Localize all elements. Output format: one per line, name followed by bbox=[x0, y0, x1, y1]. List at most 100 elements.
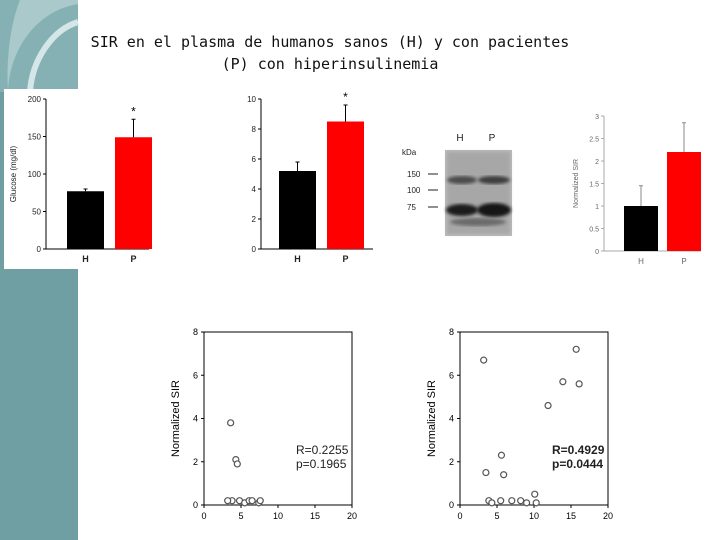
data-point bbox=[488, 499, 496, 507]
blot-band bbox=[450, 218, 506, 226]
y-tick-label: 2.5 bbox=[589, 137, 599, 144]
data-point bbox=[531, 490, 539, 498]
blot-band bbox=[447, 176, 477, 184]
x-tick-label: 5 bbox=[238, 511, 243, 521]
x-tick-label: 0 bbox=[457, 511, 462, 521]
data-point bbox=[575, 380, 583, 388]
x-tick-label: 0 bbox=[201, 511, 206, 521]
bar-h bbox=[279, 171, 316, 249]
data-point bbox=[559, 378, 567, 386]
data-point bbox=[224, 497, 232, 505]
data-point bbox=[248, 497, 256, 505]
x-tick-label-h: H bbox=[638, 257, 644, 266]
marker-label: 150 bbox=[407, 170, 421, 179]
y-tick-label: 8 bbox=[193, 327, 198, 337]
x-tick-label-p: P bbox=[681, 257, 686, 266]
scatter-plot-right: 0 5 10 15 20 0 2 4 6 8 Normalized SIR R=0.4929 p=0.0… bbox=[414, 322, 624, 534]
decorative-swirl-light bbox=[27, 19, 80, 93]
y-tick-label: 6 bbox=[449, 370, 454, 380]
y-tick-label: 0 bbox=[193, 500, 198, 510]
y-axis-label: Normalized SIR bbox=[170, 380, 182, 457]
x-tick-label: 15 bbox=[310, 511, 320, 521]
marker-label: 75 bbox=[407, 203, 416, 212]
insulin-bar-chart: 0246810Insulin (µU/l)HP* bbox=[227, 89, 378, 269]
x-tick-label: 10 bbox=[273, 511, 283, 521]
y-tick-label: 4 bbox=[449, 414, 454, 424]
y-tick-label: 4 bbox=[193, 414, 198, 424]
x-tick-label-p: P bbox=[130, 254, 136, 264]
y-tick-label: 50 bbox=[32, 208, 41, 217]
y-tick-label: 6 bbox=[193, 370, 198, 380]
y-axis-label: Normalized SIR bbox=[573, 159, 580, 208]
glucose-bar-chart: 0 50 100 150 200 Glucose (mg/dl) H P * bbox=[4, 89, 154, 269]
x-tick-label-h: H bbox=[294, 254, 301, 264]
slide-title-line-1: SIR en el plasma de humanos sanos (H) y … bbox=[90, 33, 570, 51]
x-tick-label: 10 bbox=[529, 511, 539, 521]
marker-unit-label: kDa bbox=[402, 148, 417, 157]
blot-band bbox=[446, 204, 478, 216]
y-tick-label: 1.5 bbox=[589, 182, 599, 189]
y-tick-label: 8 bbox=[252, 125, 257, 134]
y-tick-label: 2 bbox=[449, 457, 454, 467]
data-point bbox=[497, 497, 505, 505]
data-point bbox=[508, 497, 516, 505]
y-tick-label: 150 bbox=[28, 133, 42, 142]
slide-title-line-2: (P) con hiperinsulinemia bbox=[221, 55, 439, 73]
y-tick-label: 200 bbox=[28, 95, 42, 104]
bar-p bbox=[327, 121, 364, 249]
y-tick-label: 2 bbox=[252, 215, 257, 224]
data-point bbox=[256, 497, 264, 505]
data-point bbox=[500, 471, 508, 479]
scatter-plot-left: 0 5 10 15 20 0 2 4 6 8 Normalized SIR R=0.2255 p=0.1… bbox=[158, 322, 368, 534]
y-tick-label: 2 bbox=[193, 457, 198, 467]
data-point bbox=[233, 460, 241, 468]
y-axis-label: Glucose (mg/dl) bbox=[9, 145, 18, 202]
correlation-p-label: p=0.0444 bbox=[552, 457, 603, 471]
y-tick-label: 100 bbox=[28, 170, 42, 179]
x-tick-label: 20 bbox=[603, 511, 613, 521]
blot-band bbox=[477, 203, 511, 217]
x-tick-label: 20 bbox=[347, 511, 357, 521]
x-tick-label: 15 bbox=[566, 511, 576, 521]
y-tick-label: 3 bbox=[595, 114, 599, 121]
x-tick-label: 5 bbox=[494, 511, 499, 521]
correlation-r-label: R=0.4929 bbox=[552, 443, 605, 457]
blot-band bbox=[478, 176, 510, 184]
y-tick-label: 6 bbox=[252, 155, 257, 164]
marker-label: 100 bbox=[407, 186, 421, 195]
data-point bbox=[497, 451, 506, 459]
data-point bbox=[482, 468, 490, 477]
y-tick-label: 4 bbox=[252, 185, 257, 194]
bar-p bbox=[667, 152, 701, 251]
correlation-r-label: R=0.2255 bbox=[296, 443, 349, 457]
y-tick-label: 0 bbox=[252, 245, 257, 254]
western-blot-panel: kDa 150 100 75 H P bbox=[402, 128, 520, 240]
significance-marker: * bbox=[343, 90, 348, 104]
data-point bbox=[480, 356, 488, 364]
y-axis-label: Normalized SIR bbox=[426, 380, 438, 457]
bar-h bbox=[624, 206, 658, 251]
normalized-sir-bar-chart: 0 0.5 1 1.5 2 2.5 3 Normalized SIR H P bbox=[566, 106, 708, 266]
x-tick-label-h: H bbox=[82, 254, 89, 264]
y-tick-label: 0 bbox=[37, 245, 42, 254]
data-point bbox=[522, 499, 531, 507]
y-tick-label: 0 bbox=[595, 249, 599, 256]
data-point bbox=[572, 345, 580, 353]
lane-label-h: H bbox=[456, 133, 463, 144]
data-point bbox=[544, 401, 552, 410]
y-tick-label: 0 bbox=[449, 500, 454, 510]
bar-p bbox=[115, 137, 152, 249]
y-tick-label: 1 bbox=[595, 204, 599, 211]
y-tick-label: 10 bbox=[247, 95, 256, 104]
x-tick-label-p: P bbox=[342, 254, 348, 264]
significance-marker: * bbox=[131, 104, 136, 118]
data-point bbox=[517, 497, 525, 505]
data-point bbox=[532, 499, 540, 507]
y-tick-label: 8 bbox=[449, 327, 454, 337]
y-tick-label: 2 bbox=[595, 159, 599, 166]
decorative-swirl bbox=[7, 0, 78, 92]
correlation-p-label: p=0.1965 bbox=[296, 457, 347, 471]
y-tick-label: 0.5 bbox=[589, 227, 599, 234]
plot-frame bbox=[203, 331, 353, 506]
bar-h bbox=[67, 191, 104, 249]
